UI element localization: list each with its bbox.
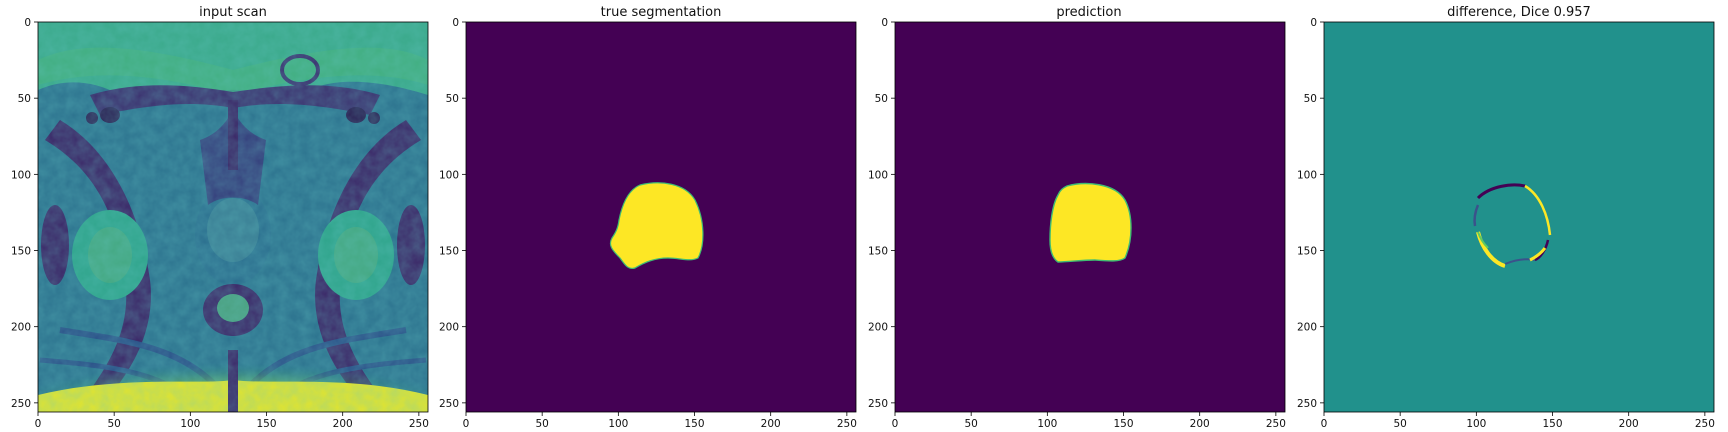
x-tick-label: 100 xyxy=(1466,418,1486,430)
axes-pred: 0 50 100 150 200 250 0 50 100 150 200 250 xyxy=(868,17,1286,430)
x-tick-label: 150 xyxy=(256,418,276,430)
axes-input: 0 50 100 150 200 250 0 50 100 150 200 250 xyxy=(11,17,429,430)
y-tick-label: 200 xyxy=(11,322,31,334)
y-tick-label: 250 xyxy=(868,398,888,410)
panel-title: difference, Dice 0.957 xyxy=(1447,5,1591,20)
y-tick-label: 250 xyxy=(11,398,31,410)
x-tick-label: 200 xyxy=(1190,418,1210,430)
x-tick-label: 0 xyxy=(1321,418,1328,430)
x-tick-label: 100 xyxy=(180,418,200,430)
x-tick-label: 0 xyxy=(892,418,899,430)
x-tick-label: 200 xyxy=(761,418,781,430)
true-mask xyxy=(609,182,704,270)
x-tick-label: 0 xyxy=(35,418,42,430)
y-tick-label: 150 xyxy=(1297,246,1317,258)
y-tick-label: 0 xyxy=(1310,17,1317,29)
x-tick-label: 150 xyxy=(684,418,704,430)
y-tick-label: 250 xyxy=(1297,398,1317,410)
difference-background xyxy=(1324,22,1714,412)
y-tick-label: 100 xyxy=(1297,169,1317,181)
panel-true-segmentation: true segmentation 0 50 100 150 200 250 0 50 100 1… xyxy=(439,5,857,430)
x-tick-label: 250 xyxy=(1266,418,1286,430)
x-tick-label: 50 xyxy=(1393,418,1406,430)
y-tick-label: 150 xyxy=(11,246,31,258)
y-tick-label: 50 xyxy=(18,93,31,105)
y-tick-label: 0 xyxy=(881,17,888,29)
y-tick-label: 0 xyxy=(452,17,459,29)
x-tick-label: 200 xyxy=(333,418,353,430)
x-tick-label: 50 xyxy=(535,418,548,430)
y-tick-label: 200 xyxy=(868,322,888,334)
panel-input-scan: input scan xyxy=(11,5,429,430)
x-tick-label: 250 xyxy=(837,418,857,430)
panel-prediction: prediction 0 50 100 150 200 250 0 50 100 150 200 25… xyxy=(868,5,1286,430)
panel-title: true segmentation xyxy=(601,5,722,20)
panel-title: input scan xyxy=(199,5,267,20)
axes-truth: 0 50 100 150 200 250 0 50 100 150 200 250 xyxy=(439,17,857,430)
y-tick-label: 50 xyxy=(1304,93,1317,105)
y-tick-label: 200 xyxy=(1297,322,1317,334)
y-tick-label: 100 xyxy=(439,169,459,181)
y-tick-label: 200 xyxy=(439,322,459,334)
y-tick-label: 50 xyxy=(446,93,459,105)
mri-image xyxy=(38,22,428,412)
panel-title: prediction xyxy=(1056,5,1121,20)
x-tick-label: 200 xyxy=(1619,418,1639,430)
x-tick-label: 50 xyxy=(964,418,977,430)
axes-diff: 0 50 100 150 200 250 0 50 100 150 200 250 xyxy=(1297,17,1715,430)
x-tick-label: 250 xyxy=(409,418,429,430)
x-tick-label: 0 xyxy=(463,418,470,430)
y-tick-label: 100 xyxy=(868,169,888,181)
y-tick-label: 250 xyxy=(439,398,459,410)
y-tick-label: 0 xyxy=(24,17,31,29)
x-tick-label: 250 xyxy=(1695,418,1715,430)
x-tick-label: 50 xyxy=(107,418,120,430)
panel-difference: difference, Dice 0.957 0 50 100 150 200 250 0 5… xyxy=(1297,5,1715,430)
predicted-mask xyxy=(1049,182,1132,263)
y-tick-label: 50 xyxy=(875,93,888,105)
x-tick-label: 150 xyxy=(1542,418,1562,430)
x-tick-label: 100 xyxy=(1037,418,1057,430)
y-tick-label: 100 xyxy=(11,169,31,181)
y-tick-label: 150 xyxy=(439,246,459,258)
x-tick-label: 100 xyxy=(608,418,628,430)
x-tick-label: 150 xyxy=(1113,418,1133,430)
difference-outline xyxy=(1473,183,1552,268)
y-tick-label: 150 xyxy=(868,246,888,258)
